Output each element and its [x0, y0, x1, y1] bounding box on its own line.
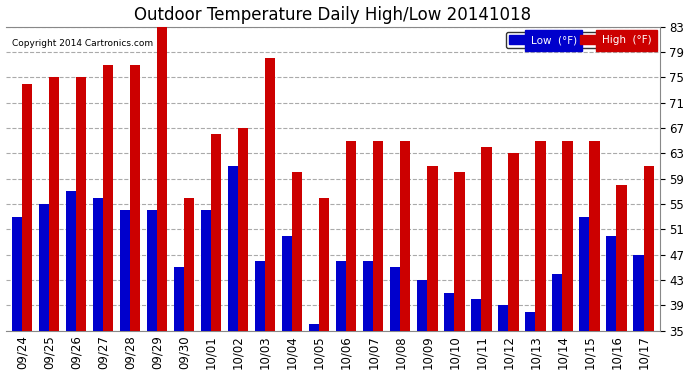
- Bar: [482, 147, 491, 331]
- Bar: [228, 166, 238, 331]
- Bar: [616, 185, 627, 331]
- Bar: [373, 141, 384, 331]
- Bar: [579, 217, 589, 331]
- Bar: [552, 274, 562, 331]
- Bar: [589, 141, 600, 331]
- Bar: [12, 217, 22, 331]
- Bar: [607, 236, 616, 331]
- Bar: [22, 84, 32, 331]
- Bar: [255, 261, 265, 331]
- Bar: [400, 141, 411, 331]
- Bar: [309, 324, 319, 331]
- Bar: [562, 141, 573, 331]
- Text: Copyright 2014 Cartronics.com: Copyright 2014 Cartronics.com: [12, 39, 153, 48]
- Bar: [292, 172, 302, 331]
- Bar: [92, 198, 103, 331]
- Bar: [238, 128, 248, 331]
- Bar: [498, 305, 509, 331]
- Title: Outdoor Temperature Daily High/Low 20141018: Outdoor Temperature Daily High/Low 20141…: [134, 6, 531, 24]
- Bar: [390, 267, 400, 331]
- Bar: [471, 299, 482, 331]
- Bar: [66, 191, 76, 331]
- Bar: [201, 210, 211, 331]
- Bar: [76, 77, 86, 331]
- Legend: Low  (°F), High  (°F): Low (°F), High (°F): [506, 32, 655, 48]
- Bar: [147, 210, 157, 331]
- Bar: [336, 261, 346, 331]
- Bar: [509, 153, 519, 331]
- Bar: [417, 280, 427, 331]
- Bar: [319, 198, 329, 331]
- Bar: [525, 312, 535, 331]
- Bar: [454, 172, 464, 331]
- Bar: [633, 255, 644, 331]
- Bar: [265, 58, 275, 331]
- Bar: [130, 64, 140, 331]
- Bar: [184, 198, 195, 331]
- Bar: [346, 141, 357, 331]
- Bar: [427, 166, 437, 331]
- Bar: [444, 292, 454, 331]
- Bar: [363, 261, 373, 331]
- Bar: [282, 236, 292, 331]
- Bar: [157, 20, 167, 331]
- Bar: [103, 64, 113, 331]
- Bar: [49, 77, 59, 331]
- Bar: [211, 134, 221, 331]
- Bar: [119, 210, 130, 331]
- Bar: [174, 267, 184, 331]
- Bar: [644, 166, 654, 331]
- Bar: [535, 141, 546, 331]
- Bar: [39, 204, 49, 331]
